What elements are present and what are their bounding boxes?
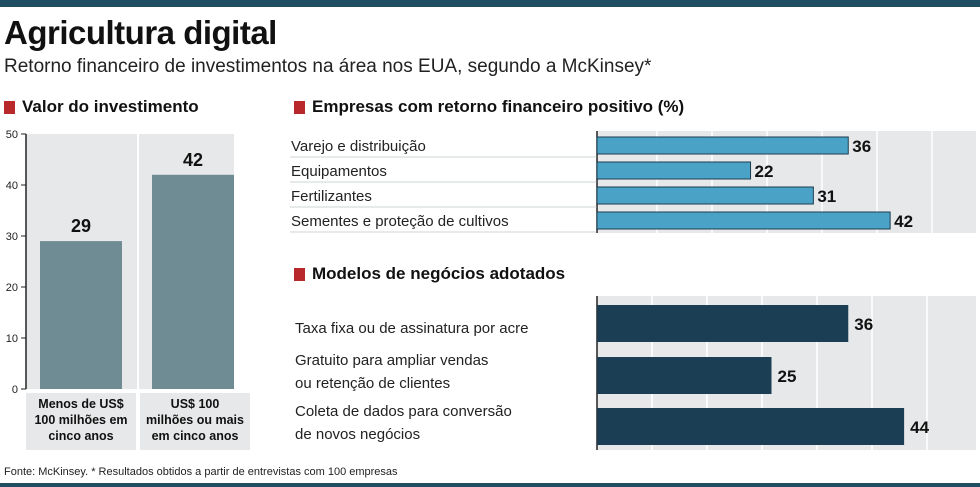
bar-value-label: 42: [183, 150, 203, 170]
bar: [596, 136, 849, 155]
bar: [596, 161, 752, 180]
category-label-box: [140, 393, 250, 450]
page-title: Agricultura digital: [4, 14, 277, 51]
top-frame-bar: [0, 0, 980, 7]
section-heading-label: Valor do investimento: [22, 97, 199, 116]
category-label-box: [26, 393, 136, 450]
y-tick-label: 50: [6, 129, 18, 141]
category-label: Coleta de dados para conversão: [295, 403, 512, 420]
section-heading-label: Empresas com retorno financeiro positivo…: [312, 97, 685, 116]
bar: [596, 211, 891, 230]
category-label: 100 milhões em: [34, 413, 127, 427]
category-label: em cinco anos: [152, 429, 239, 443]
category-label: Menos de US$: [38, 397, 123, 411]
category-label: Equipamentos: [291, 163, 387, 180]
bar: [40, 241, 122, 389]
bar: [596, 186, 814, 205]
category-label: Gratuito para ampliar vendas: [295, 352, 488, 369]
bar-value-label: 29: [71, 216, 91, 236]
y-tick-label: 10: [6, 333, 18, 345]
section-heading-models: Modelos de negócios adotados: [294, 264, 565, 284]
bar: [597, 357, 772, 394]
bar-value-label: 42: [894, 212, 913, 231]
source-footnote: Fonte: McKinsey. * Resultados obtidos a …: [4, 466, 398, 478]
y-tick-label: 0: [12, 384, 18, 396]
category-label: ou retenção de clientes: [295, 375, 450, 392]
section-heading-returns: Empresas com retorno financeiro positivo…: [294, 97, 684, 117]
bar-value-label: 22: [755, 162, 774, 181]
bottom-frame-bar: [0, 483, 980, 487]
category-label: Taxa fixa ou de assinatura por acre: [295, 320, 528, 337]
category-label: Sementes e proteção de cultivos: [291, 213, 509, 230]
y-tick-label: 30: [6, 231, 18, 243]
section-heading-investment: Valor do investimento: [4, 97, 199, 117]
page-subtitle: Retorno financeiro de investimentos na á…: [4, 56, 652, 77]
category-label: de novos negócios: [295, 426, 420, 443]
bar-value-label: 36: [852, 137, 871, 156]
category-label: cinco anos: [48, 429, 113, 443]
section-marker-icon: [4, 100, 15, 114]
section-heading-label: Modelos de negócios adotados: [312, 264, 566, 283]
bar-value-label: 31: [817, 187, 836, 206]
bar-value-label: 25: [778, 367, 797, 386]
y-tick-label: 40: [6, 180, 18, 192]
section-marker-icon: [294, 100, 305, 114]
y-tick-label: 20: [6, 282, 18, 294]
bar: [152, 174, 234, 389]
bar-value-label: 44: [910, 418, 929, 437]
bar-value-label: 36: [854, 315, 873, 334]
bar: [597, 305, 849, 342]
bar: [597, 408, 905, 445]
category-label: Fertilizantes: [291, 188, 372, 205]
category-label: Varejo e distribuição: [291, 138, 426, 155]
category-label: milhões ou mais: [146, 413, 244, 427]
section-marker-icon: [294, 267, 305, 281]
category-label: US$ 100: [171, 397, 220, 411]
